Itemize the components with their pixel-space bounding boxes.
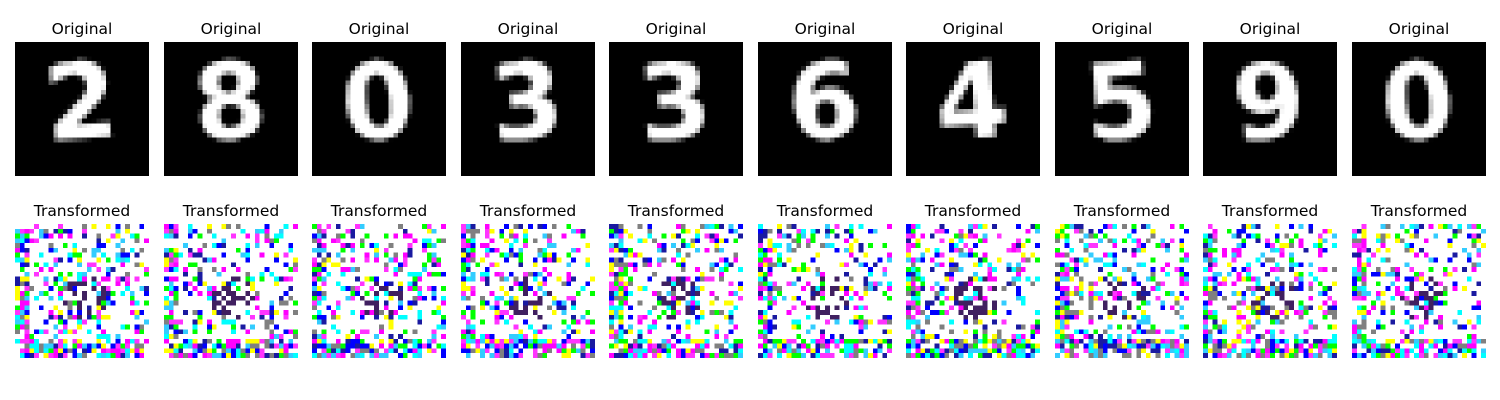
original-digit-canvas: [461, 42, 595, 176]
transformed-noise-image: [609, 224, 743, 358]
transformed-noise-canvas: [312, 224, 446, 358]
original-digit-canvas: [609, 42, 743, 176]
original-panel: Original: [15, 18, 149, 178]
panel-title: Original: [497, 20, 559, 38]
original-digit-image: [1203, 42, 1337, 176]
original-digit-image: [758, 42, 892, 176]
original-digit-image: [609, 42, 743, 176]
original-digit-canvas: [1055, 42, 1189, 176]
original-panel: Original: [1055, 18, 1189, 178]
transformed-noise-canvas: [1055, 224, 1189, 358]
panel-title: Original: [200, 20, 262, 38]
panel-title: Original: [794, 20, 856, 38]
transformed-noise-image: [1055, 224, 1189, 358]
transformed-noise-canvas: [758, 224, 892, 358]
panel-title: Original: [942, 20, 1004, 38]
original-digit-canvas: [906, 42, 1040, 176]
original-digit-canvas: [312, 42, 446, 176]
panel-title: Original: [1091, 20, 1153, 38]
panel-title: Transformed: [1073, 202, 1171, 220]
transformed-noise-image: [1203, 224, 1337, 358]
transformed-noise-image: [758, 224, 892, 358]
panel-title: Original: [51, 20, 113, 38]
panel-title: Transformed: [924, 202, 1022, 220]
transformed-panel: Transformed: [312, 200, 446, 360]
panel-title: Transformed: [479, 202, 577, 220]
transformed-panel: Transformed: [1352, 200, 1486, 360]
transformed-noise-image: [1352, 224, 1486, 358]
panel-title: Transformed: [182, 202, 280, 220]
panel-title: Transformed: [1221, 202, 1319, 220]
transformed-panel: Transformed: [164, 200, 298, 360]
original-digit-image: [164, 42, 298, 176]
transformed-row: Transformed Transformed Transformed Tran…: [0, 200, 1500, 360]
transformed-noise-canvas: [15, 224, 149, 358]
original-digit-image: [1352, 42, 1486, 176]
original-panel: Original: [609, 18, 743, 178]
original-digit-image: [15, 42, 149, 176]
transformed-noise-image: [312, 224, 446, 358]
transformed-panel: Transformed: [1055, 200, 1189, 360]
original-digit-canvas: [1352, 42, 1486, 176]
original-digit-image: [312, 42, 446, 176]
original-panel: Original: [906, 18, 1040, 178]
panel-title: Transformed: [33, 202, 131, 220]
original-panel: Original: [1352, 18, 1486, 178]
transformed-panel: Transformed: [461, 200, 595, 360]
transformed-noise-canvas: [609, 224, 743, 358]
transformed-noise-image: [461, 224, 595, 358]
transformed-noise-image: [906, 224, 1040, 358]
transformed-panel: Transformed: [15, 200, 149, 360]
panel-title: Original: [1388, 20, 1450, 38]
panel-title: Transformed: [627, 202, 725, 220]
transformed-noise-image: [164, 224, 298, 358]
transformed-panel: Transformed: [758, 200, 892, 360]
transformed-noise-image: [15, 224, 149, 358]
transformed-panel: Transformed: [1203, 200, 1337, 360]
original-panel: Original: [312, 18, 446, 178]
panel-title: Original: [1239, 20, 1301, 38]
original-digit-canvas: [1203, 42, 1337, 176]
panel-title: Transformed: [330, 202, 428, 220]
original-panel: Original: [461, 18, 595, 178]
original-digit-canvas: [758, 42, 892, 176]
transformed-noise-canvas: [906, 224, 1040, 358]
original-digit-canvas: [15, 42, 149, 176]
panel-title: Original: [645, 20, 707, 38]
transformed-noise-canvas: [164, 224, 298, 358]
original-digit-canvas: [164, 42, 298, 176]
original-panel: Original: [1203, 18, 1337, 178]
original-digit-image: [1055, 42, 1189, 176]
panel-title: Transformed: [776, 202, 874, 220]
original-panel: Original: [758, 18, 892, 178]
original-digit-image: [906, 42, 1040, 176]
transformed-noise-canvas: [1203, 224, 1337, 358]
transformed-panel: Transformed: [609, 200, 743, 360]
original-digit-image: [461, 42, 595, 176]
transformed-panel: Transformed: [906, 200, 1040, 360]
original-row: Original Original Original Original Orig…: [0, 18, 1500, 178]
transformed-noise-canvas: [461, 224, 595, 358]
panel-title: Original: [348, 20, 410, 38]
panel-title: Transformed: [1370, 202, 1468, 220]
transformed-noise-canvas: [1352, 224, 1486, 358]
original-panel: Original: [164, 18, 298, 178]
